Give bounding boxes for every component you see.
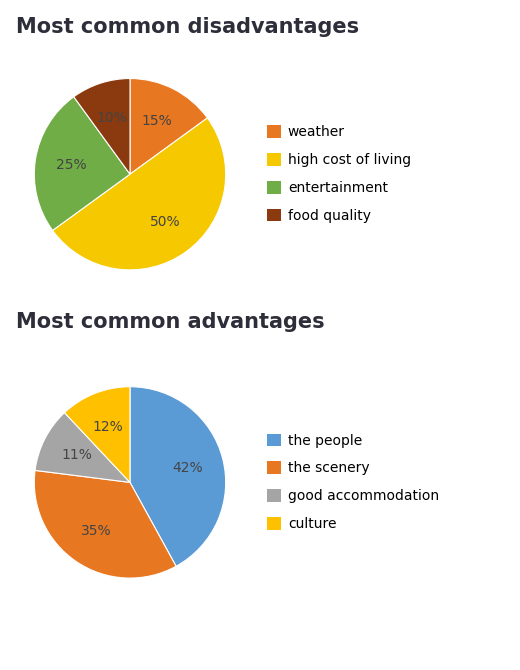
- Wedge shape: [34, 470, 176, 578]
- Legend: the people, the scenery, good accommodation, culture: the people, the scenery, good accommodat…: [267, 433, 439, 531]
- Text: 10%: 10%: [96, 111, 127, 125]
- Text: 11%: 11%: [62, 448, 93, 462]
- Text: 50%: 50%: [150, 215, 180, 229]
- Text: 12%: 12%: [93, 420, 124, 434]
- Text: 35%: 35%: [81, 525, 112, 539]
- Text: Most common disadvantages: Most common disadvantages: [16, 17, 359, 37]
- Wedge shape: [34, 96, 130, 230]
- Wedge shape: [53, 118, 226, 270]
- Wedge shape: [74, 78, 130, 174]
- Text: 42%: 42%: [172, 461, 203, 474]
- Legend: weather, high cost of living, entertainment, food quality: weather, high cost of living, entertainm…: [267, 125, 411, 223]
- Wedge shape: [64, 387, 130, 482]
- Text: Most common advantages: Most common advantages: [16, 312, 324, 332]
- Text: 25%: 25%: [56, 158, 87, 172]
- Wedge shape: [130, 387, 226, 566]
- Text: 15%: 15%: [141, 115, 172, 129]
- Wedge shape: [130, 78, 207, 174]
- Wedge shape: [35, 413, 130, 482]
